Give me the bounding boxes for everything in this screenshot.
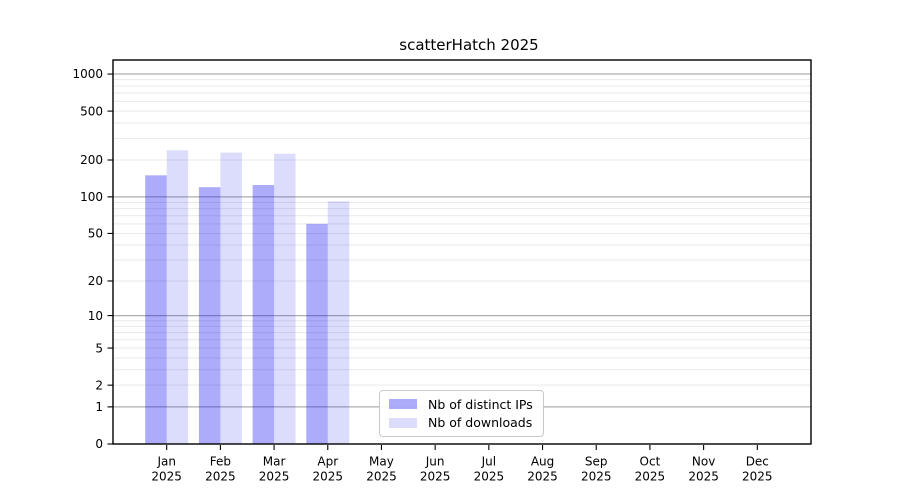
y-tick-label: 10	[88, 309, 103, 323]
y-tick-label: 1000	[72, 67, 103, 81]
y-tick-label: 0	[95, 437, 103, 451]
chart-title: scatterHatch 2025	[399, 36, 539, 54]
y-tick-label: 1	[95, 400, 103, 414]
bar-distinct-ips-feb	[198, 187, 221, 444]
x-tick-label-year: 2025	[635, 470, 666, 484]
x-tick-label-month: Dec	[746, 455, 769, 469]
x-tick-label-year: 2025	[688, 470, 719, 484]
x-tick-label-month: Aug	[531, 455, 554, 469]
x-tick-label-year: 2025	[527, 470, 558, 484]
y-tick-label: 20	[88, 274, 103, 288]
legend-swatch-distinct-ips	[389, 399, 417, 410]
y-tick-label: 2	[95, 378, 103, 392]
x-tick-label-year: 2025	[366, 470, 397, 484]
x-tick-label-month: Oct	[640, 455, 661, 469]
x-tick-label-month: Apr	[317, 455, 338, 469]
y-tick-label: 200	[80, 153, 103, 167]
bar-distinct-ips-apr	[306, 223, 328, 444]
y-tick-label: 500	[80, 104, 103, 118]
x-tick-label-month: Jun	[425, 455, 445, 469]
x-tick-label-year: 2025	[205, 470, 236, 484]
x-tick-label-year: 2025	[581, 470, 612, 484]
legend-item-distinct-ips: Nb of distinct IPs	[389, 397, 534, 412]
plot-frame	[112, 59, 812, 445]
bar-downloads-feb	[220, 152, 242, 444]
x-tick-label-year: 2025	[259, 470, 290, 484]
bar-downloads-apr	[327, 201, 350, 444]
x-tick-label-year: 2025	[420, 470, 451, 484]
x-tick-label-year: 2025	[151, 470, 182, 484]
legend-label-distinct-ips: Nb of distinct IPs	[428, 396, 533, 412]
x-tick-label-month: Feb	[210, 455, 231, 469]
bar-distinct-ips-mar	[252, 185, 275, 445]
x-tick-label-month: May	[369, 455, 394, 469]
bar-distinct-ips-jan	[145, 175, 167, 444]
bar-downloads-jan	[166, 150, 189, 444]
y-tick-label: 100	[80, 190, 103, 204]
y-tick-label: 5	[95, 341, 103, 355]
legend: Nb of distinct IPs Nb of downloads	[379, 390, 544, 437]
x-tick-label-year: 2025	[312, 470, 343, 484]
x-tick-label-month: Jan	[156, 455, 176, 469]
legend-item-downloads: Nb of downloads	[389, 415, 534, 430]
legend-swatch-downloads	[389, 417, 417, 428]
y-tick-label: 50	[88, 227, 103, 241]
x-tick-label-month: Jul	[481, 455, 496, 469]
x-tick-label-year: 2025	[474, 470, 505, 484]
x-tick-label-month: Mar	[263, 455, 286, 469]
x-tick-label-month: Nov	[692, 455, 715, 469]
x-tick-label-month: Sep	[585, 455, 608, 469]
x-tick-label-year: 2025	[742, 470, 773, 484]
legend-label-downloads: Nb of downloads	[428, 415, 533, 431]
bar-downloads-mar	[274, 153, 296, 444]
